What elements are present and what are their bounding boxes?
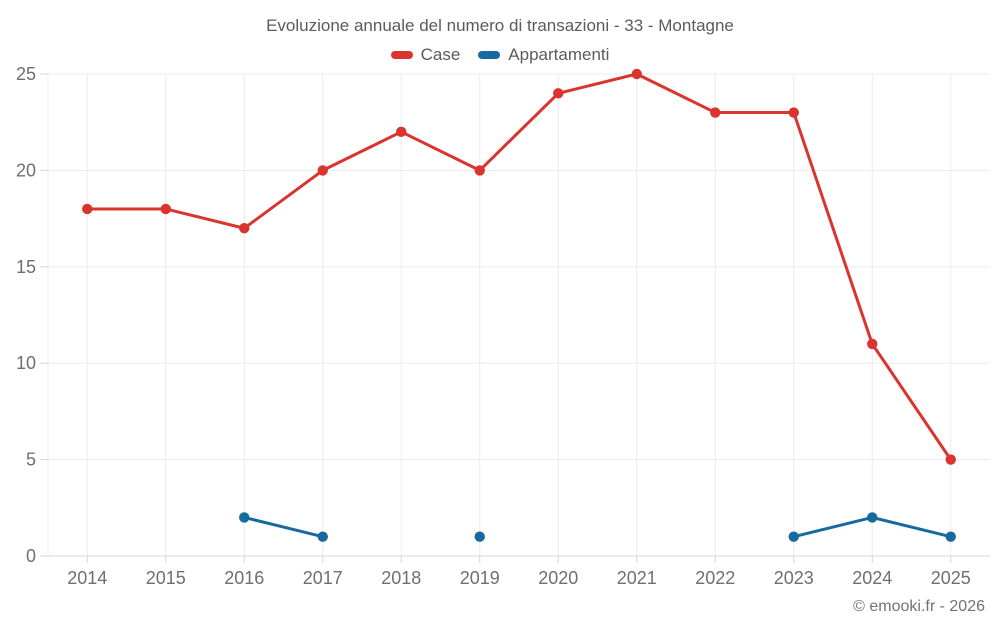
data-point-appartamenti-2025[interactable] <box>945 531 956 542</box>
series-appartamenti <box>239 512 956 542</box>
x-tick-label: 2014 <box>67 568 107 588</box>
x-tick-label: 2024 <box>852 568 892 588</box>
data-point-case-2021[interactable] <box>631 68 642 80</box>
data-point-case-2016[interactable] <box>239 223 250 234</box>
gridlines <box>48 73 990 556</box>
case-legend-swatch-icon <box>390 51 413 59</box>
chart-title: Evoluzione annuale del numero di transaz… <box>266 16 734 35</box>
series-line-appartamenti <box>242 515 325 539</box>
data-point-case-2022[interactable] <box>710 107 721 118</box>
x-tick-label: 2019 <box>460 568 500 588</box>
y-tick-label: 15 <box>16 257 36 277</box>
data-point-appartamenti-2023[interactable] <box>788 531 799 542</box>
legend-item-appartamenti[interactable]: Appartamenti <box>478 45 609 65</box>
x-tick-label: 2020 <box>538 568 578 588</box>
series-case <box>82 68 956 465</box>
data-point-case-2023[interactable] <box>788 107 799 118</box>
data-point-case-2017[interactable] <box>317 165 328 176</box>
data-point-case-2024[interactable] <box>867 338 878 350</box>
legend-item-case[interactable]: Case <box>390 45 461 65</box>
data-point-case-2025[interactable] <box>945 454 956 465</box>
legend-label-case: Case <box>420 45 461 64</box>
data-point-appartamenti-2024[interactable] <box>867 512 878 523</box>
y-tick-label: 0 <box>26 546 36 566</box>
x-tick-label: 2025 <box>931 568 971 588</box>
data-point-case-2014[interactable] <box>82 203 93 215</box>
y-tick-label: 25 <box>16 64 36 84</box>
x-tick-label: 2023 <box>774 568 814 588</box>
x-tick-label: 2017 <box>303 568 343 588</box>
y-tick-label: 20 <box>16 160 36 180</box>
data-point-case-2019[interactable] <box>474 165 485 176</box>
data-point-appartamenti-2017[interactable] <box>317 531 328 542</box>
x-tick-label: 2021 <box>617 568 657 588</box>
x-tick-label: 2015 <box>146 568 186 588</box>
legend: Case Appartamenti <box>0 45 1000 65</box>
x-tick-label: 2016 <box>224 568 264 588</box>
data-point-case-2020[interactable] <box>553 88 564 99</box>
data-point-case-2015[interactable] <box>160 203 171 215</box>
footer-credit: © emooki.fr - 2026 <box>853 598 985 615</box>
legend-label-appartamenti: Appartamenti <box>508 45 610 64</box>
y-tick-label: 10 <box>16 353 36 373</box>
x-tick-label: 2022 <box>695 568 735 588</box>
data-point-appartamenti-2019[interactable] <box>474 531 485 542</box>
data-point-appartamenti-2016[interactable] <box>239 512 250 523</box>
data-point-case-2018[interactable] <box>396 126 407 138</box>
appartamenti-legend-swatch-icon <box>478 51 501 59</box>
series-line-case <box>85 72 953 462</box>
y-tick-label: 5 <box>26 450 36 470</box>
x-tick-label: 2018 <box>381 568 421 588</box>
